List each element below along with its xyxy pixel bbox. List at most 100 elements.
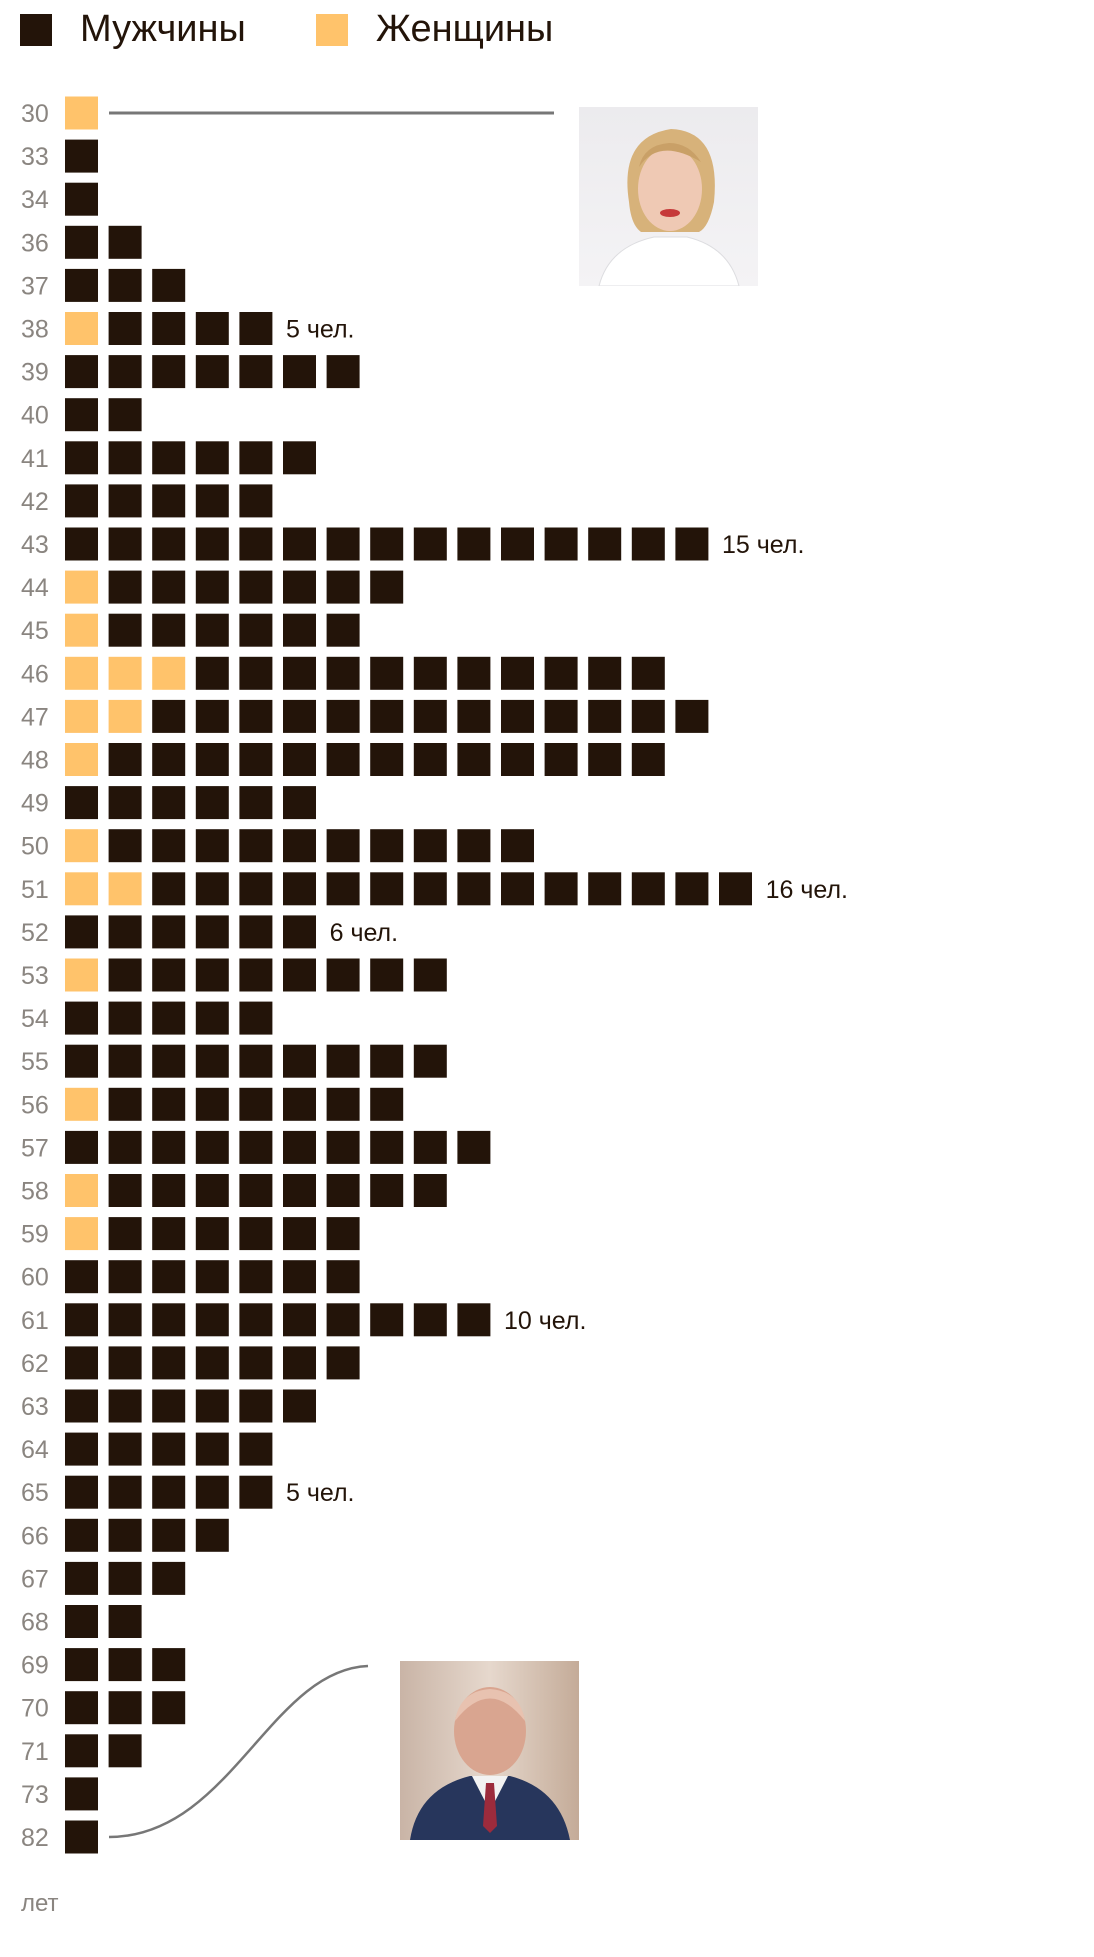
men-square <box>152 1130 186 1164</box>
men-square <box>283 915 316 949</box>
age-label: 33 <box>21 143 49 171</box>
men-square <box>108 484 142 518</box>
men-square <box>413 743 447 776</box>
men-square <box>108 225 142 259</box>
men-square <box>239 1001 273 1035</box>
men-square <box>239 1432 273 1466</box>
legend-item-women: Женщины <box>315 8 553 51</box>
men-square <box>195 829 229 863</box>
men-square <box>65 1303 98 1337</box>
men-square <box>195 1389 229 1423</box>
women-square <box>65 312 98 345</box>
men-square <box>631 527 665 561</box>
men-square <box>675 699 709 733</box>
men-square <box>152 570 186 604</box>
men-square <box>239 1346 273 1380</box>
age-label: 63 <box>21 1393 49 1421</box>
men-square <box>108 268 142 302</box>
men-square <box>108 1130 142 1164</box>
men-square <box>152 355 186 389</box>
men-square <box>65 1432 98 1466</box>
men-square <box>239 743 273 776</box>
men-square <box>195 1475 229 1509</box>
women-square <box>65 570 98 604</box>
callout-line-oldest <box>108 1664 369 1839</box>
men-square <box>283 743 316 776</box>
men-square <box>457 872 491 906</box>
women-square <box>65 829 98 863</box>
men-square <box>501 743 534 776</box>
men-square <box>152 1001 186 1035</box>
men-square <box>195 1346 229 1380</box>
women-square <box>108 872 142 906</box>
men-square <box>108 915 142 949</box>
age-label: 50 <box>21 833 49 861</box>
men-square <box>152 786 186 820</box>
men-square <box>413 1303 447 1337</box>
age-label: 69 <box>21 1652 49 1680</box>
men-square <box>413 527 447 561</box>
men-square <box>239 958 273 992</box>
legend-swatch-men <box>20 13 52 46</box>
woman-portrait-photo <box>579 107 758 286</box>
men-square <box>239 656 273 690</box>
men-square <box>65 1475 98 1509</box>
men-square <box>152 1174 186 1207</box>
men-square <box>370 1087 404 1121</box>
men-square <box>65 527 98 561</box>
men-square <box>65 786 98 820</box>
men-square <box>239 1087 273 1121</box>
men-square <box>283 355 316 389</box>
men-square <box>65 1561 98 1595</box>
women-square <box>108 656 142 690</box>
men-square <box>239 1389 273 1423</box>
men-square <box>326 527 360 561</box>
men-square <box>457 1303 491 1337</box>
age-label: 56 <box>21 1091 49 1119</box>
men-square <box>108 355 142 389</box>
age-label: 37 <box>21 272 49 300</box>
men-square <box>152 1561 186 1595</box>
age-label: 62 <box>21 1350 49 1378</box>
men-square <box>108 1518 142 1552</box>
age-label: 54 <box>21 1005 49 1033</box>
men-square <box>413 1044 447 1078</box>
men-square <box>283 1044 316 1078</box>
men-square <box>108 1605 142 1638</box>
age-label: 39 <box>21 359 49 387</box>
men-square <box>544 743 578 776</box>
men-square <box>239 1217 273 1251</box>
men-square <box>65 1260 98 1294</box>
men-square <box>152 1217 186 1251</box>
men-square <box>108 1001 142 1035</box>
men-square <box>675 527 709 561</box>
men-square <box>719 872 752 906</box>
men-square <box>108 1044 142 1078</box>
men-square <box>457 743 491 776</box>
legend-swatch-women <box>315 13 348 46</box>
age-label: 46 <box>21 660 49 688</box>
men-square <box>152 268 186 302</box>
men-square <box>65 1777 98 1811</box>
men-square <box>370 699 404 733</box>
age-label: 57 <box>21 1134 49 1162</box>
men-square <box>326 1346 360 1380</box>
men-square <box>195 1044 229 1078</box>
men-square <box>370 656 404 690</box>
men-square <box>283 1303 316 1337</box>
men-square <box>152 484 186 518</box>
men-square <box>457 1130 491 1164</box>
men-square <box>326 1174 360 1207</box>
women-square <box>65 872 98 906</box>
men-square <box>239 1475 273 1509</box>
age-label: 53 <box>21 962 49 990</box>
men-square <box>195 1001 229 1035</box>
men-square <box>195 1260 229 1294</box>
men-square <box>631 743 665 776</box>
men-square <box>370 1044 404 1078</box>
men-square <box>195 872 229 906</box>
men-square <box>239 1044 273 1078</box>
men-square <box>544 699 578 733</box>
men-square <box>413 656 447 690</box>
men-square <box>65 1518 98 1552</box>
